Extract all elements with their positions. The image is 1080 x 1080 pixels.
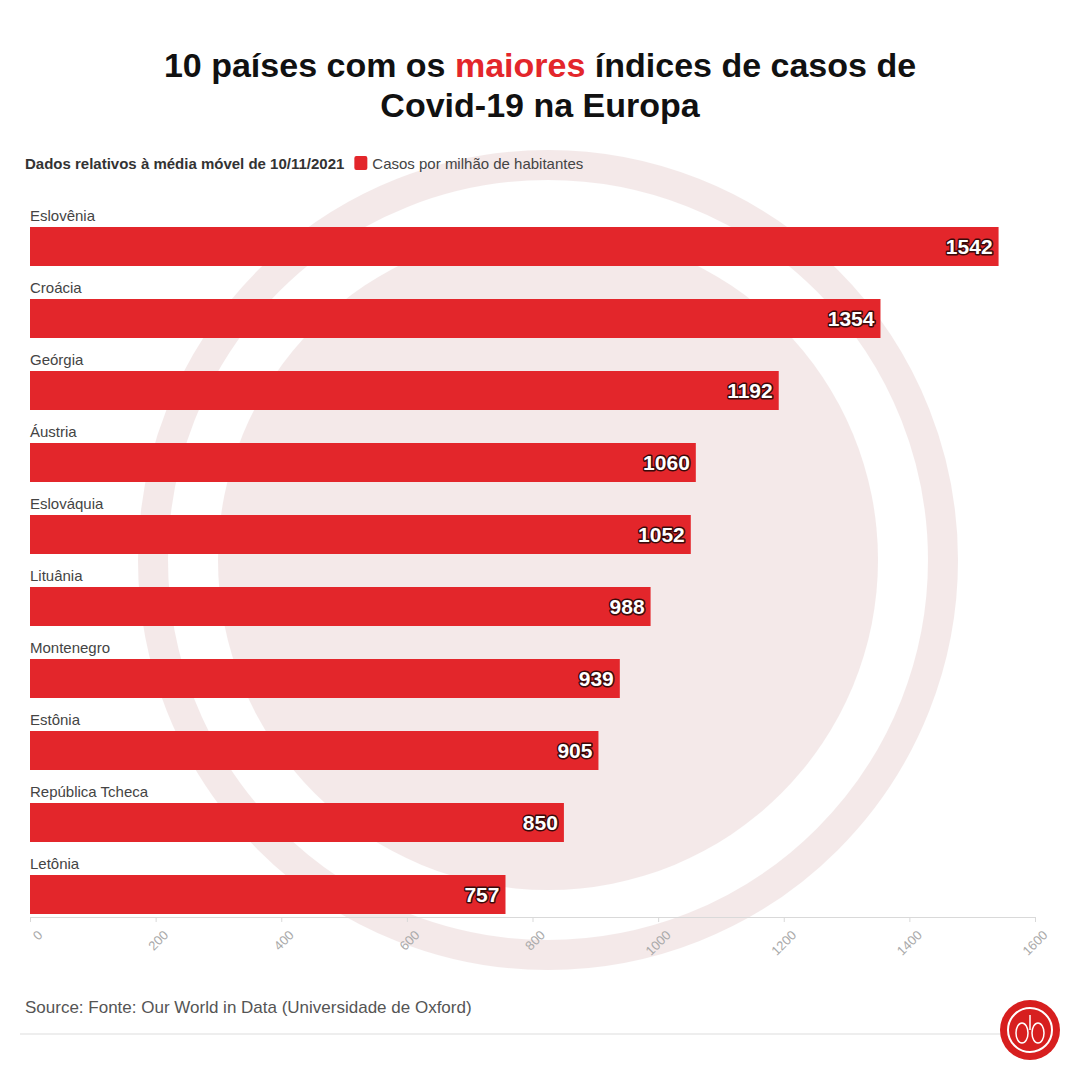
data-labels: 1542 1354 1192 1060 1052 988 939 905 850 757: [464, 235, 992, 906]
category-label: Eslováquia: [30, 495, 104, 512]
bar: [30, 587, 651, 626]
bar: [30, 443, 696, 482]
legend-label: Casos por milhão de habitantes: [372, 155, 583, 172]
tick-label: 1000: [643, 927, 674, 958]
subtitle: Dados relativos à média móvel de 10/11/2…: [25, 155, 344, 172]
tick-mark: [909, 917, 910, 922]
category-label: Eslovênia: [30, 207, 96, 224]
source: Source: Fonte: Our World in Data (Univer…: [25, 998, 472, 1017]
tick: 800: [522, 917, 548, 953]
tick-label: 800: [522, 927, 548, 953]
tick-label: 1600: [1019, 927, 1050, 958]
title: 10 países com os maiores índices de caso…: [164, 46, 916, 124]
tick: 200: [145, 917, 171, 953]
tick-label: 1400: [894, 927, 925, 958]
tick-mark: [281, 917, 282, 922]
logo-ring: [1008, 1008, 1052, 1052]
category-label: República Tcheca: [30, 783, 149, 800]
x-axis: 0 200 400 600 800 1000 1200 1400 1600: [30, 917, 1051, 958]
category-label: Letônia: [30, 855, 80, 872]
tick: 600: [396, 917, 422, 953]
tick: 1400: [894, 917, 925, 958]
title-part: Covid-19 na Europa: [380, 86, 700, 124]
tick: 400: [271, 917, 297, 953]
data-label: 757: [464, 883, 499, 906]
bar: [30, 371, 779, 410]
tick-mark: [407, 917, 408, 922]
tick-mark: [533, 917, 534, 922]
logo: [1000, 1000, 1060, 1060]
category-label: Croácia: [30, 279, 82, 296]
tick: 1200: [768, 917, 799, 958]
tick-mark: [156, 917, 157, 922]
title-part: maiores: [455, 46, 585, 84]
tick: 1000: [643, 917, 674, 958]
chart: 10 países com os maiores índices de caso…: [0, 0, 1080, 1080]
tick-label: 1200: [768, 927, 799, 958]
legend-swatch: [354, 156, 367, 170]
title-part: índices de casos de: [585, 46, 916, 84]
bar: [30, 659, 620, 698]
category-label: Lituânia: [30, 567, 83, 584]
tick: 0: [30, 917, 46, 943]
data-label: 1542: [946, 235, 993, 258]
data-label: 1052: [638, 523, 685, 546]
data-label: 939: [579, 667, 614, 690]
tick-mark: [658, 917, 659, 922]
title-part: 10 países com os: [164, 46, 455, 84]
tick-label: 400: [271, 927, 297, 953]
logo-disc: [1000, 1000, 1060, 1060]
bars: [30, 227, 999, 914]
bar: [30, 803, 564, 842]
category-label: Geórgia: [30, 351, 84, 368]
tick-mark: [784, 917, 785, 922]
bar: [30, 299, 880, 338]
data-label: 1354: [828, 307, 875, 330]
legend: Casos por milhão de habitantes: [354, 155, 583, 172]
logo-lung: [1032, 1023, 1044, 1043]
category-label: Montenegro: [30, 639, 110, 656]
data-label: 1192: [727, 379, 773, 402]
bar: [30, 875, 505, 914]
data-label: 850: [523, 811, 558, 834]
data-label: 988: [610, 595, 645, 618]
tick-mark: [30, 917, 31, 922]
logo-lung: [1016, 1023, 1028, 1043]
tick: 1600: [1019, 917, 1050, 958]
category-label: Áustria: [30, 423, 77, 440]
category-label: Estônia: [30, 711, 81, 728]
bar: [30, 515, 691, 554]
tick-mark: [1035, 917, 1036, 922]
data-label: 905: [557, 739, 592, 762]
bar: [30, 731, 598, 770]
logo-trachea: [1029, 1015, 1031, 1030]
tick-label: 0: [30, 927, 46, 943]
data-label: 1060: [643, 451, 690, 474]
bar: [30, 227, 999, 266]
footer-rule: [20, 1033, 1060, 1035]
tick-label: 600: [396, 927, 422, 953]
tick-label: 200: [145, 927, 171, 953]
